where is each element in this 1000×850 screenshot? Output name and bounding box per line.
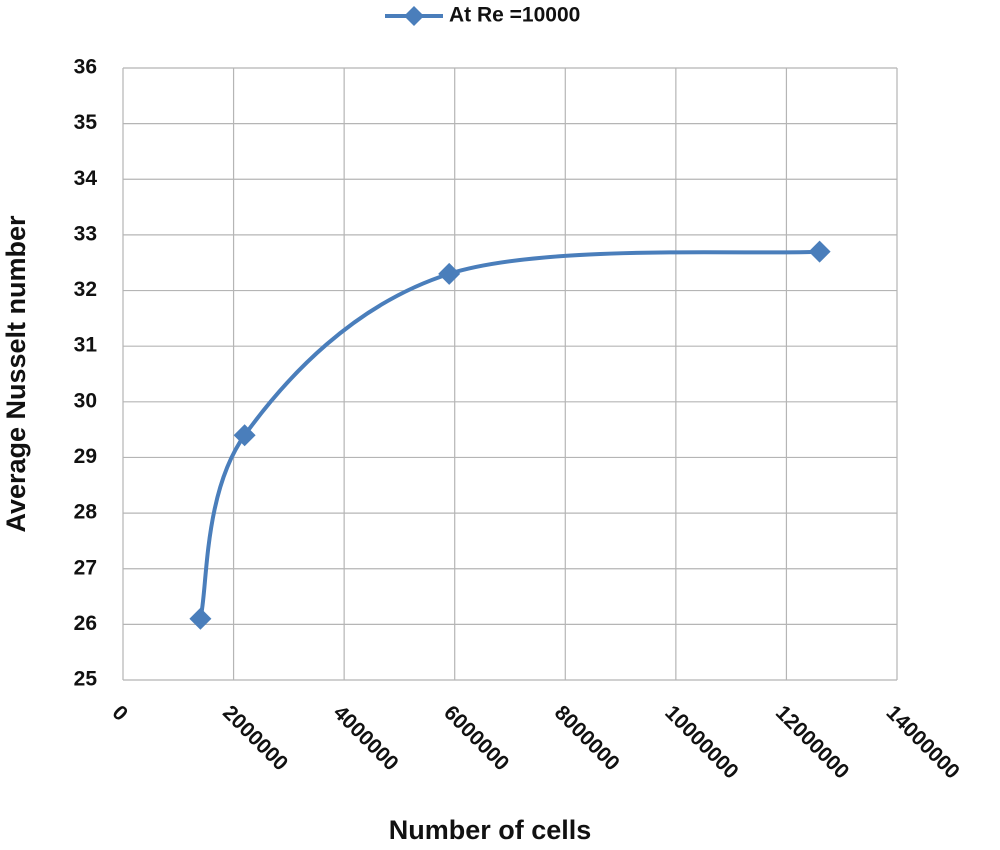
y-tick-label: 34	[74, 167, 98, 190]
data-point	[233, 424, 256, 447]
data-point	[808, 240, 831, 263]
y-tick-label: 28	[74, 501, 98, 524]
x-tick-label: 8000000	[550, 701, 624, 775]
data-point	[189, 607, 212, 630]
series-line	[198, 249, 820, 620]
x-tick-label: 0	[108, 701, 133, 726]
y-tick-label: 29	[74, 445, 97, 468]
x-axis-title: Number of cells	[389, 815, 592, 845]
y-tick-label: 32	[74, 278, 97, 301]
y-tick-label: 35	[74, 111, 98, 134]
y-tick-label: 26	[74, 612, 97, 635]
y-tick-label: 30	[74, 389, 97, 412]
data-point	[438, 262, 461, 285]
x-tick-label: 2000000	[218, 701, 292, 775]
y-tick-label: 27	[74, 556, 97, 579]
y-tick-label: 25	[74, 668, 98, 691]
y-axis-title: Average Nusselt number	[1, 215, 31, 533]
legend-label: At Re =10000	[449, 4, 580, 27]
legend-marker	[404, 6, 424, 26]
y-tick-label: 36	[74, 56, 97, 79]
x-tick-label: 4000000	[329, 701, 403, 775]
y-tick-label: 31	[74, 334, 98, 357]
x-tick-label: 14000000	[882, 701, 964, 783]
x-tick-label: 10000000	[660, 701, 742, 783]
y-tick-label: 33	[74, 222, 97, 245]
x-tick-label: 12000000	[771, 701, 853, 783]
x-tick-label: 6000000	[439, 701, 513, 775]
